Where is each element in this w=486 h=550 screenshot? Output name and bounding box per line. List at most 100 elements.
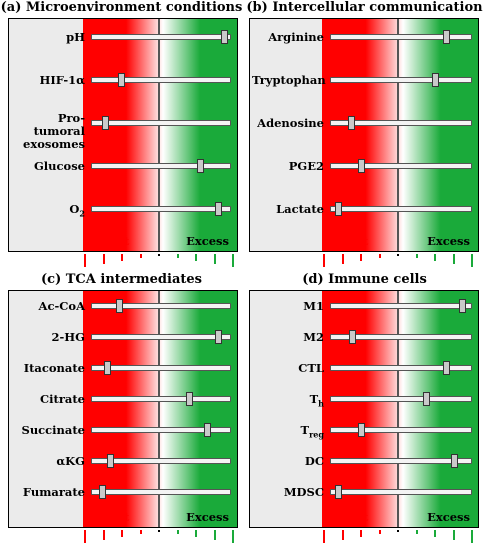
center-line xyxy=(158,291,160,527)
slider-track xyxy=(330,77,472,83)
slider-knob xyxy=(118,73,126,87)
row-label: Arginine xyxy=(268,30,324,44)
panel-title: (d) Immune cells xyxy=(302,272,427,287)
scale-tick xyxy=(139,530,142,534)
slider-track xyxy=(91,303,231,309)
slider-knob xyxy=(423,392,431,406)
excess-label: Excess xyxy=(186,234,229,248)
deficit-label: Deficit xyxy=(87,510,130,524)
panel-immune-cells: (d) Immune cells Deficit Excess M1 M2 CTL T… xyxy=(243,272,486,550)
scale-tick xyxy=(323,254,326,267)
panel-microenvironment: (a) Microenvironment conditions Deficit … xyxy=(0,0,243,270)
slider-knob xyxy=(357,423,365,437)
row-label: PGE2 xyxy=(288,159,324,173)
scale-tick xyxy=(323,530,326,543)
slider-track xyxy=(330,120,472,126)
scale-tick xyxy=(397,254,400,256)
slider-knob xyxy=(214,330,222,344)
slider-track xyxy=(91,120,231,126)
slider-knob xyxy=(196,159,204,173)
slider-knob xyxy=(357,159,365,173)
row-label: Pro-tumoral exosomes xyxy=(23,111,85,151)
slider-knob xyxy=(349,330,357,344)
slider-track xyxy=(91,458,231,464)
center-line xyxy=(158,19,160,251)
scale-tick xyxy=(471,530,474,543)
panel-title: (c) TCA intermediates xyxy=(41,272,202,287)
slider-track xyxy=(330,334,472,340)
scale-tick xyxy=(232,254,235,267)
scale-tick xyxy=(434,530,437,537)
slider-track xyxy=(330,206,472,212)
slider-track xyxy=(330,396,472,402)
scale-tick xyxy=(195,254,198,261)
center-line xyxy=(397,19,399,251)
deficit-excess-gradient xyxy=(83,291,237,527)
scale-tick xyxy=(452,530,455,540)
deficit-excess-gradient xyxy=(83,19,237,251)
panel-intercellular-communication: (b) Intercellular communication Deficit … xyxy=(243,0,486,270)
slider-knob xyxy=(115,299,123,313)
slider-knob xyxy=(104,361,112,375)
slider-track xyxy=(330,303,472,309)
row-label: Succinate xyxy=(21,423,85,437)
row-label: CTL xyxy=(298,361,324,375)
scale-tick xyxy=(176,530,179,534)
row-label: αKG xyxy=(56,454,85,468)
scale-tick xyxy=(341,254,344,264)
row-label: Tryptophan xyxy=(252,73,326,87)
slider-knob xyxy=(347,116,355,130)
slider-track xyxy=(91,334,231,340)
slider-track xyxy=(91,163,231,169)
row-label: MDSC xyxy=(283,485,324,499)
slider-knob xyxy=(431,73,439,87)
scale-tick xyxy=(121,530,124,537)
row-label: M2 xyxy=(303,330,324,344)
panel-box: Deficit Excess Ac-CoA 2-HG Itaconate Citrat… xyxy=(8,290,238,528)
scale-tick xyxy=(84,254,87,267)
slider-knob xyxy=(203,423,211,437)
panel-box: Deficit Excess M1 M2 CTL Th Treg DC MDSC xyxy=(249,290,479,528)
scale-tick xyxy=(102,254,105,264)
slider-track xyxy=(91,77,231,83)
row-label: HIF-1α xyxy=(39,73,85,87)
scale-tick xyxy=(139,254,142,258)
deficit-label: Deficit xyxy=(326,234,369,248)
slider-knob xyxy=(442,361,450,375)
row-label: Itaconate xyxy=(23,361,85,375)
panel-title: (a) Microenvironment conditions xyxy=(0,0,243,15)
row-label: Th xyxy=(309,392,324,409)
deficit-label: Deficit xyxy=(326,510,369,524)
scale-tick xyxy=(378,530,381,534)
scale-tick xyxy=(341,530,344,540)
scale-tick xyxy=(378,254,381,258)
excess-label: Excess xyxy=(427,510,470,524)
slider-track xyxy=(330,163,472,169)
row-label: 2-HG xyxy=(51,330,85,344)
panel-box: Deficit Excess pH HIF-1α Pro-tumoral exoso… xyxy=(8,18,238,252)
scale-tick xyxy=(360,530,363,537)
row-label: Glucose xyxy=(33,159,85,173)
panel-tca-intermediates: (c) TCA intermediates Deficit Excess Ac-… xyxy=(0,272,243,550)
slider-track xyxy=(91,365,231,371)
scale-tick xyxy=(397,530,400,532)
row-label: Treg xyxy=(300,423,324,440)
slider-track xyxy=(91,427,231,433)
center-line xyxy=(397,291,399,527)
scale-tick xyxy=(176,254,179,258)
row-label: DC xyxy=(304,454,324,468)
slider-knob xyxy=(107,454,115,468)
scale-tick xyxy=(434,254,437,261)
slider-knob xyxy=(442,30,450,44)
slider-track xyxy=(330,427,472,433)
row-label: Adenosine xyxy=(257,116,324,130)
slider-track xyxy=(330,365,472,371)
scale-tick xyxy=(415,530,418,534)
slider-track xyxy=(91,489,231,495)
slider-knob xyxy=(185,392,193,406)
scale-tick xyxy=(232,530,235,543)
scale-tick xyxy=(121,254,124,261)
slider-knob xyxy=(98,485,106,499)
row-label: Lactate xyxy=(276,202,324,216)
scale-tick xyxy=(158,530,161,532)
